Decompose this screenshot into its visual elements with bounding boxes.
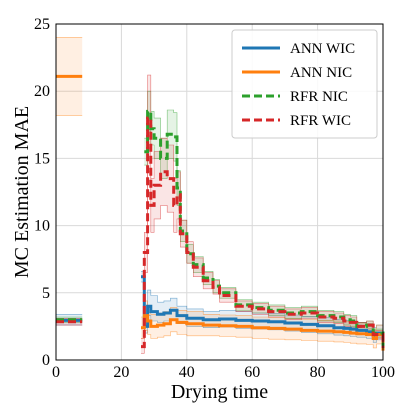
series-line-rfr-wic [141,116,385,349]
series-lines [56,74,385,351]
x-axis-label: Drying time [171,381,268,403]
y-tick-label: 15 [34,150,50,167]
y-tick-label: 20 [34,83,50,100]
x-tick-label: 20 [113,364,129,381]
legend-label-rfr-wic: RFR WIC [290,113,351,129]
band-lower-ann-nic [141,330,384,355]
legend-label-rfr-nic: RFR NIC [290,89,348,105]
x-tick-label: 60 [244,364,260,381]
x-tick-label: 40 [179,364,195,381]
legend-label-ann-wic: ANN WIC [290,41,355,57]
x-tick-label: 0 [52,364,60,381]
y-tick-label: 25 [34,16,50,33]
legend-box [231,29,378,139]
legend-label-ann-nic: ANN NIC [290,65,352,81]
band-ann-wic [141,271,383,354]
series-line-ann-wic [141,275,385,350]
y-tick-label: 5 [42,285,50,302]
legend: ANN WIC ANN NIC RFR NIC RFR WIC [231,29,378,139]
plot-frame [55,23,384,361]
x-tick-label: 80 [310,364,326,381]
y-axis-label: MC Estimation MAE [11,106,33,278]
y-tick-label: 0 [42,352,50,369]
y-tick-label: 10 [34,218,50,235]
series-line-rfr-nic [144,109,385,348]
x-tick-label: 100 [371,364,395,381]
ticks: 0 20 40 60 80 100 0 5 10 15 20 25 [34,16,395,381]
series-line-ann-nic [141,314,385,351]
